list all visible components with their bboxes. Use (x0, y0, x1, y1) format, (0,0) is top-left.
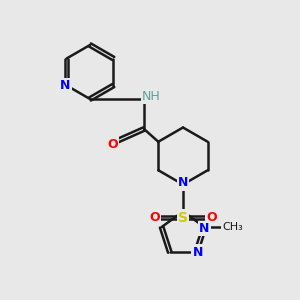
Text: NH: NH (142, 89, 161, 103)
Text: O: O (149, 211, 160, 224)
Text: N: N (193, 246, 203, 259)
Text: N: N (178, 176, 188, 190)
Text: O: O (206, 211, 217, 224)
Text: N: N (199, 222, 210, 235)
Text: S: S (178, 211, 188, 224)
Text: CH₃: CH₃ (223, 222, 243, 232)
Text: O: O (107, 137, 118, 151)
Text: N: N (60, 79, 70, 92)
